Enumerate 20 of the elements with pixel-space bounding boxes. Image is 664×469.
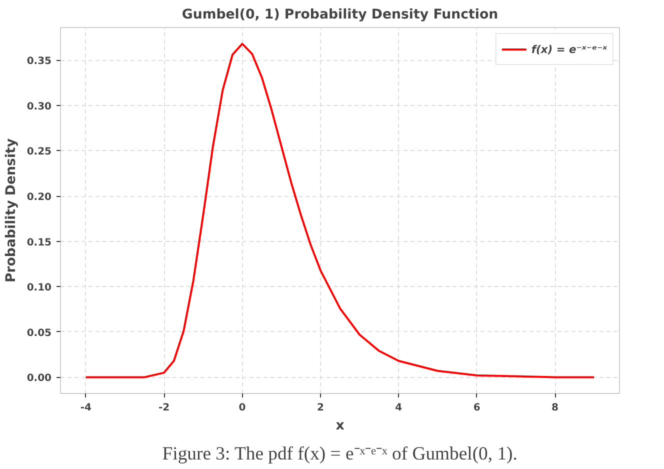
x-tick-label: 4 [395,402,402,414]
y-tick-label: 0.35 [26,56,52,68]
y-tick-label: 0.20 [26,192,52,204]
y-tick-label: 0.05 [26,328,52,339]
x-tick-label: 0 [238,402,246,414]
chart-title: Gumbel(0, 1) Probability Density Function [182,8,498,22]
y-tick-label: 0.15 [26,237,52,248]
y-tick-label: 0.10 [26,282,52,294]
legend-label: f(x) = e⁻ˣ⁻ᵉ⁻ˣ [531,42,607,56]
caption: Figure 3: The pdf f(x) = e⁻ˣ⁻ᵉ⁻ˣ of Gumbel(0, 1). [162,444,518,464]
x-tick-label: 2 [316,402,324,414]
y-tick-label: 0.00 [26,373,52,384]
x-tick-label: 6 [473,402,480,414]
x-axis-title: x [336,418,345,434]
y-tick-label: 0.25 [26,146,52,158]
y-axis-title: Probability Density [4,138,19,283]
x-tick-label: -2 [158,402,170,414]
x-tick-label: -4 [80,402,92,414]
y-tick-label: 0.30 [26,101,52,112]
x-tick-label: 8 [552,402,559,414]
